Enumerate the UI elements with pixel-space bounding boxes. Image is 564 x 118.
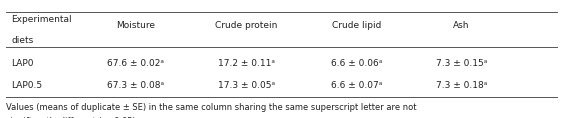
Text: 7.3 ± 0.15ᵃ: 7.3 ± 0.15ᵃ	[436, 59, 487, 68]
Text: 67.6 ± 0.02ᵃ: 67.6 ± 0.02ᵃ	[107, 59, 164, 68]
Text: 6.6 ± 0.07ᵃ: 6.6 ± 0.07ᵃ	[331, 81, 382, 90]
Text: Values (means of duplicate ± SE) in the same column sharing the same superscript: Values (means of duplicate ± SE) in the …	[6, 103, 416, 112]
Text: 17.3 ± 0.05ᵃ: 17.3 ± 0.05ᵃ	[218, 81, 275, 90]
Text: 6.6 ± 0.06ᵃ: 6.6 ± 0.06ᵃ	[331, 59, 382, 68]
Text: significantly different (p>0.05).: significantly different (p>0.05).	[6, 117, 138, 118]
Text: Crude protein: Crude protein	[215, 21, 277, 30]
Text: Moisture: Moisture	[116, 21, 155, 30]
Text: Ash: Ash	[453, 21, 470, 30]
Text: 7.3 ± 0.18ᵃ: 7.3 ± 0.18ᵃ	[436, 81, 487, 90]
Text: 67.3 ± 0.08ᵃ: 67.3 ± 0.08ᵃ	[107, 81, 164, 90]
Text: Crude lipid: Crude lipid	[332, 21, 381, 30]
Text: Experimental: Experimental	[11, 15, 72, 24]
Text: diets: diets	[11, 36, 33, 45]
Text: LAP0: LAP0	[11, 59, 34, 68]
Text: LAP0.5: LAP0.5	[11, 81, 42, 90]
Text: 17.2 ± 0.11ᵃ: 17.2 ± 0.11ᵃ	[218, 59, 275, 68]
